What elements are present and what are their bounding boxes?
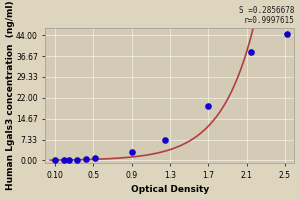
Point [93, 156, 98, 159]
Point [67, 158, 72, 162]
Point [83, 157, 88, 160]
Point [163, 139, 168, 142]
Point [52, 159, 57, 162]
Point [129, 150, 134, 153]
Point [284, 32, 289, 35]
Point [249, 51, 254, 54]
Text: S =0.2856678
r=0.9997615: S =0.2856678 r=0.9997615 [239, 6, 294, 25]
Point [61, 159, 66, 162]
X-axis label: Optical Density: Optical Density [131, 185, 209, 194]
Y-axis label: Human Lgals3 concentration  (ng/ml): Human Lgals3 concentration (ng/ml) [6, 1, 15, 190]
Point [75, 158, 80, 161]
Point [206, 105, 211, 108]
